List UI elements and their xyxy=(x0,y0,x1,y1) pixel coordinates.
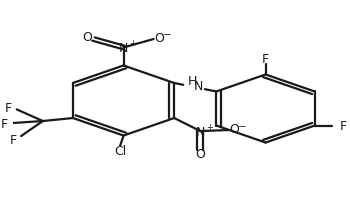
Text: N: N xyxy=(194,79,203,92)
Text: F: F xyxy=(340,119,347,132)
Text: N: N xyxy=(119,42,128,55)
Text: F: F xyxy=(262,53,269,66)
Text: F: F xyxy=(4,101,12,114)
Text: F: F xyxy=(10,133,17,146)
Text: −: − xyxy=(163,30,172,40)
Text: F: F xyxy=(0,117,7,130)
Text: +: + xyxy=(130,39,136,48)
Text: +: + xyxy=(206,122,213,131)
Text: O: O xyxy=(83,31,92,44)
Text: N: N xyxy=(196,125,205,138)
Text: H: H xyxy=(188,75,197,88)
Text: O: O xyxy=(154,31,164,44)
Text: O: O xyxy=(229,122,239,135)
Text: Cl: Cl xyxy=(114,145,126,158)
Text: O: O xyxy=(195,147,205,160)
Text: −: − xyxy=(238,121,246,131)
